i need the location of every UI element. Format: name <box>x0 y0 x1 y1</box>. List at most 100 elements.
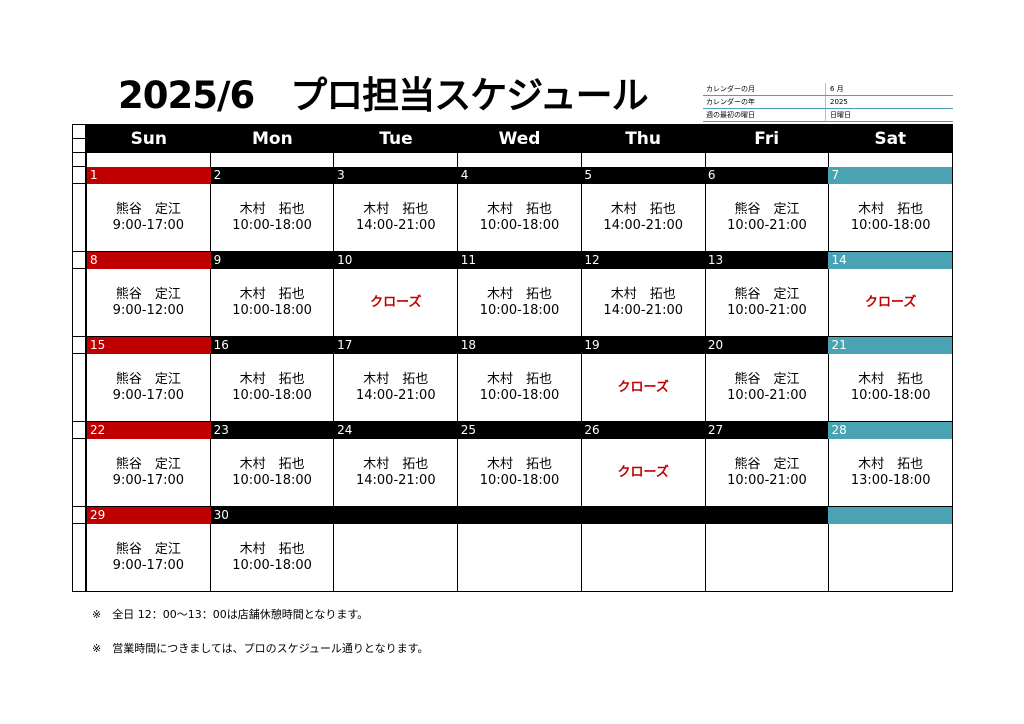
setting-first-weekday: 週の最初の曜日 日曜日 <box>703 109 953 122</box>
shift-time: 10:00-18:00 <box>232 472 312 488</box>
day-cell[interactable]: 木村 拓也 13:00-18:00 <box>829 439 952 506</box>
date-number: 27 <box>704 422 829 439</box>
date-number: 6 <box>704 167 829 184</box>
shift-time: 10:00-18:00 <box>850 387 931 403</box>
day-cell[interactable]: 木村 拓也 10:00-18:00 <box>458 354 582 421</box>
closed-label: クローズ <box>617 464 669 480</box>
day-cell[interactable]: 木村 拓也 10:00-18:00 <box>211 269 335 336</box>
day-cell[interactable]: 木村 拓也 10:00-18:00 <box>458 269 582 336</box>
shift-time: 10:00-18:00 <box>232 217 312 233</box>
day-cell[interactable]: 木村 拓也 14:00-21:00 <box>582 269 706 336</box>
day-cell[interactable]: 熊谷 定江 10:00-21:00 <box>706 184 830 251</box>
shift-time: 10:00-18:00 <box>479 302 560 318</box>
shift-time: 14:00-21:00 <box>355 387 436 403</box>
schedule-row: 熊谷 定江 9:00-17:00 木村 拓也 10:00-18:00 木村 拓也 14:0… <box>87 439 952 507</box>
weekday-label: Sun <box>130 129 168 149</box>
day-cell[interactable]: 木村 拓也 10:00-18:00 <box>458 184 582 251</box>
day-cell[interactable]: 熊谷 定江 10:00-21:00 <box>706 439 830 506</box>
day-cell[interactable]: 熊谷 定江 9:00-17:00 <box>87 184 211 251</box>
date-number <box>581 507 705 524</box>
day-cell[interactable]: クローズ <box>829 269 952 336</box>
setting-label: 週の最初の曜日 <box>703 109 826 121</box>
shift-time: 10:00-18:00 <box>232 302 312 318</box>
staff-name: 熊谷 定江 <box>115 371 181 387</box>
day-cell[interactable]: 木村 拓也 10:00-18:00 <box>458 439 582 506</box>
day-cell[interactable]: 木村 拓也 14:00-21:00 <box>334 354 459 421</box>
date-bar: 29 30 <box>87 507 953 524</box>
day-cell[interactable] <box>458 524 582 591</box>
shift-time: 10:00-21:00 <box>727 302 807 318</box>
date-number: 17 <box>334 337 458 354</box>
setting-value[interactable]: 2025 <box>830 98 848 106</box>
date-number <box>334 507 458 524</box>
staff-name: 熊谷 定江 <box>734 371 800 387</box>
row-gutter <box>72 124 87 592</box>
day-cell[interactable]: 木村 拓也 14:00-21:00 <box>334 184 459 251</box>
setting-value[interactable]: 日曜日 <box>830 111 851 119</box>
weekday-label: Mon <box>252 129 293 149</box>
day-cell[interactable]: 木村 拓也 10:00-18:00 <box>211 354 335 421</box>
date-number: 24 <box>334 422 458 439</box>
staff-name: 熊谷 定江 <box>734 456 800 472</box>
setting-month: カレンダーの月 6 月 <box>703 83 953 96</box>
staff-name: 木村 拓也 <box>610 201 676 217</box>
staff-name: 木村 拓也 <box>487 456 553 472</box>
week-row: 22 23 24 25 26 27 28 熊谷 定江 9:00-17:00 木村 拓也 10:00-… <box>87 422 953 507</box>
date-number: 13 <box>704 252 829 269</box>
staff-name: 木村 拓也 <box>239 286 305 302</box>
day-cell[interactable] <box>829 524 952 591</box>
staff-name: 木村 拓也 <box>610 286 676 302</box>
staff-name: 木村 拓也 <box>487 201 553 217</box>
day-cell[interactable]: 木村 拓也 10:00-18:00 <box>829 184 952 251</box>
staff-name: 熊谷 定江 <box>115 541 181 557</box>
schedule-row: 熊谷 定江 9:00-17:00 木村 拓也 10:00-18:00 木村 拓也 14:0… <box>87 184 952 252</box>
date-number: 14 <box>828 252 953 269</box>
date-bar: 22 23 24 25 26 27 28 <box>87 422 953 439</box>
day-cell[interactable]: 熊谷 定江 9:00-17:00 <box>87 354 211 421</box>
note-lunch-break: ※ 全日 12：00～13：00は店舗休憩時間となります。 <box>92 608 369 621</box>
calendar-grid: Sun Mon Tue Wed Thu Fri Sat 1 2 3 4 5 6 7 熊谷 定江… <box>72 124 953 592</box>
staff-name: 熊谷 定江 <box>734 201 800 217</box>
shift-time: 13:00-18:00 <box>850 472 931 488</box>
weekday-label: Wed <box>498 129 541 149</box>
date-number: 2 <box>210 167 335 184</box>
date-number: 10 <box>334 252 458 269</box>
schedule-row: 熊谷 定江 9:00-17:00 木村 拓也 10:00-18:00 木村 拓也 14:0… <box>87 354 952 422</box>
day-cell[interactable]: クローズ <box>334 269 459 336</box>
date-number: 7 <box>828 167 953 184</box>
day-cell[interactable]: クローズ <box>582 354 706 421</box>
staff-name: 木村 拓也 <box>239 541 305 557</box>
staff-name: 木村 拓也 <box>858 201 924 217</box>
day-cell[interactable] <box>706 524 830 591</box>
notes: ※ 全日 12：00～13：00は店舗休憩時間となります。 ※ 営業時間につきま… <box>92 606 428 674</box>
day-cell[interactable]: 熊谷 定江 9:00-12:00 <box>87 269 211 336</box>
date-number: 8 <box>87 252 211 269</box>
day-cell[interactable]: 熊谷 定江 10:00-21:00 <box>706 269 830 336</box>
day-cell[interactable]: 木村 拓也 10:00-18:00 <box>829 354 952 421</box>
staff-name: 熊谷 定江 <box>115 456 181 472</box>
closed-label: クローズ <box>617 379 669 395</box>
day-cell[interactable]: クローズ <box>582 439 706 506</box>
shift-time: 14:00-21:00 <box>603 217 684 233</box>
weekday-label: Sat <box>874 129 907 149</box>
day-cell[interactable]: 木村 拓也 10:00-18:00 <box>211 524 335 591</box>
day-cell[interactable]: 熊谷 定江 9:00-17:00 <box>87 439 211 506</box>
day-cell[interactable] <box>582 524 706 591</box>
day-cell[interactable] <box>334 524 459 591</box>
day-cell[interactable]: 熊谷 定江 10:00-21:00 <box>706 354 830 421</box>
setting-label: カレンダーの年 <box>703 96 826 108</box>
date-number: 20 <box>704 337 829 354</box>
date-number: 16 <box>210 337 335 354</box>
day-cell[interactable]: 木村 拓也 10:00-18:00 <box>211 184 335 251</box>
day-cell[interactable]: 木村 拓也 14:00-21:00 <box>582 184 706 251</box>
spacer-row <box>87 153 952 167</box>
setting-value[interactable]: 6 月 <box>830 85 844 93</box>
setting-year: カレンダーの年 2025 <box>703 96 953 109</box>
date-number: 11 <box>457 252 582 269</box>
day-cell[interactable]: 木村 拓也 10:00-18:00 <box>211 439 335 506</box>
day-cell[interactable]: 熊谷 定江 9:00-17:00 <box>87 524 211 591</box>
staff-name: 木村 拓也 <box>487 371 553 387</box>
date-number: 9 <box>210 252 335 269</box>
date-number: 19 <box>581 337 705 354</box>
day-cell[interactable]: 木村 拓也 14:00-21:00 <box>334 439 459 506</box>
